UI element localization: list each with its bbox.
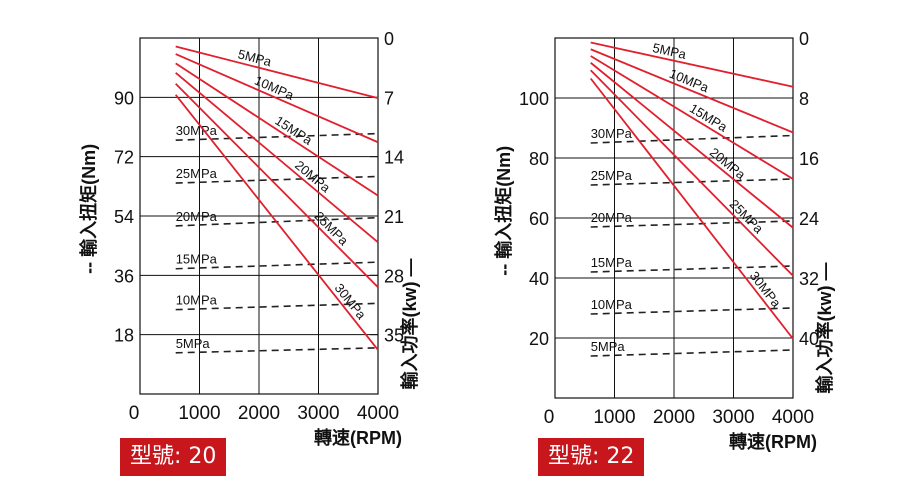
left-tick-label: 40 [529,269,549,289]
chart-model-22: 30MPa 25MPa 20MPa 15MPa 10MPa 5MPa 5MPa 10MPa 1… [493,29,835,452]
torque-line-5mpa [590,349,794,357]
left-tick-label: 18 [114,326,134,346]
torque-series-group: 30MPa 25MPa 20MPa 15MPa 10MPa 5MPa [590,126,794,357]
power-line-5mpa [175,45,379,100]
model-label: 型號 [548,444,593,469]
torque-series-label: 30MPa [176,123,218,138]
x-axis-label: 轉速(RPM) [314,427,402,448]
torque-series-label: 20MPa [591,210,633,225]
x-axis-label: 轉速(RPM) [729,431,817,452]
x-tick-label: 1000 [593,407,635,428]
right-tick-label: 28 [384,266,404,286]
x-tick-label: 3000 [297,403,339,424]
tick-labels: 0 1000 2000 3000 4000 100 80 60 40 20 0 8 16 24 32 40 [519,29,819,428]
torque-line-5mpa [175,347,379,354]
x-tick-label: 0 [129,403,140,424]
torque-line-30mpa [175,132,379,141]
torque-series-label: 10MPa [591,297,633,312]
right-tick-label: 0 [384,29,394,49]
left-axis-label: -- 輸入扭矩(Nm) [78,144,99,274]
power-series-group: 5MPa 10MPa 15MPa 20MPa 25MPa 30MPa [589,40,794,340]
torque-line-15mpa [175,261,379,270]
left-tick-label: 36 [114,266,134,286]
left-tick-label: 54 [114,207,134,227]
right-tick-label: 7 [384,88,394,108]
left-tick-label: 20 [529,329,549,349]
power-line-15mpa [175,62,379,197]
power-line-30mpa [174,94,379,351]
power-line-10mpa [590,48,794,134]
torque-series-label: 30MPa [591,126,633,141]
torque-line-15mpa [590,265,794,273]
power-line-10mpa [175,53,379,144]
x-tick-label: 2000 [653,407,695,428]
right-tick-label: 35 [384,326,404,346]
power-line-20mpa [175,72,379,243]
torque-series-label: 5MPa [591,339,626,354]
torque-series-label: 15MPa [176,252,218,267]
left-tick-label: 60 [529,209,549,229]
right-tick-label: 0 [799,29,809,49]
model-value: 20 [188,444,217,469]
x-tick-label: 4000 [357,403,399,424]
torque-series-label: 25MPa [591,168,633,183]
torque-line-20mpa [590,220,794,228]
x-tick-label: 4000 [772,407,814,428]
plot-grid [139,37,379,395]
power-line-20mpa [590,62,794,229]
plot-grid [554,37,794,399]
torque-line-25mpa [175,175,379,184]
badge-colon: : [174,444,189,469]
torque-series-label: 25MPa [176,166,218,181]
x-tick-label: 2000 [238,403,280,424]
left-tick-label: 72 [114,148,134,168]
right-axis-label: 輸入功率(kw) — [399,258,420,389]
power-line-25mpa [590,69,794,277]
x-tick-label: 1000 [178,403,220,424]
power-series-label: 5MPa [651,40,688,62]
right-axis-label: 輸入功率(kw) — [814,262,835,393]
torque-series-label: 15MPa [591,255,633,270]
left-tick-label: 80 [529,149,549,169]
model-badge-22: 型號: 22 [538,438,645,476]
torque-series-label: 20MPa [176,209,218,224]
right-tick-label: 40 [799,329,819,349]
right-tick-label: 32 [799,269,819,289]
left-tick-label: 100 [519,89,549,109]
badge-colon: : [592,444,607,469]
tick-labels: 0 1000 2000 3000 4000 90 72 54 36 18 0 7 14 21 28 35 [114,29,404,424]
torque-series-label: 5MPa [176,336,211,351]
model-label: 型號 [130,444,175,469]
right-tick-label: 16 [799,149,819,169]
right-tick-label: 8 [799,89,809,109]
torque-line-25mpa [590,178,794,186]
model-value: 22 [606,444,635,469]
power-line-30mpa [589,77,794,340]
model-badge-20: 型號: 20 [120,438,227,476]
torque-series-label: 10MPa [176,293,218,308]
x-tick-label: 3000 [712,407,754,428]
power-line-5mpa [590,41,794,88]
left-tick-label: 90 [114,88,134,108]
right-tick-label: 24 [799,209,819,229]
x-tick-label: 0 [544,407,555,428]
torque-line-10mpa [590,307,794,315]
left-axis-label: -- 輸入扭矩(Nm) [493,146,514,276]
torque-line-30mpa [590,134,794,144]
power-line-25mpa [175,83,379,288]
right-tick-label: 14 [384,148,404,168]
torque-line-10mpa [175,302,379,311]
right-tick-label: 21 [384,207,404,227]
power-line-15mpa [590,55,794,180]
